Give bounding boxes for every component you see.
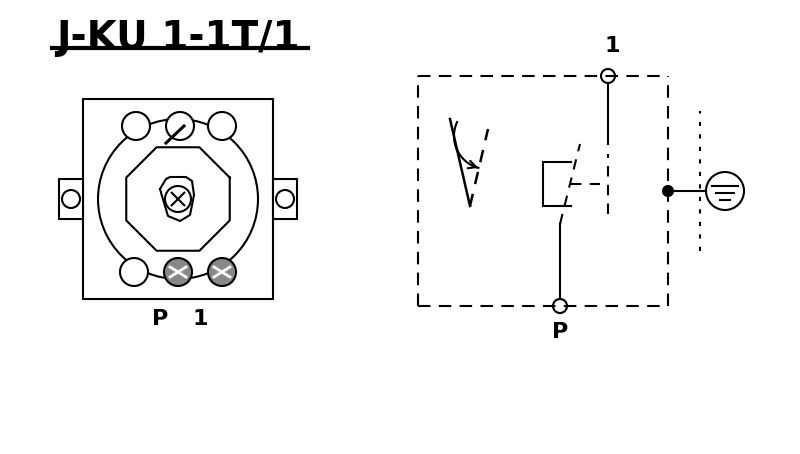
Circle shape xyxy=(208,258,236,286)
Text: 1: 1 xyxy=(192,309,208,329)
Circle shape xyxy=(601,69,615,83)
Circle shape xyxy=(62,190,80,208)
Bar xyxy=(83,99,273,299)
Text: J-KU 1-1T/1: J-KU 1-1T/1 xyxy=(56,19,300,57)
Circle shape xyxy=(276,190,294,208)
Circle shape xyxy=(164,258,192,286)
Circle shape xyxy=(663,186,673,196)
Circle shape xyxy=(122,112,150,140)
Text: 1: 1 xyxy=(604,36,620,56)
Circle shape xyxy=(553,299,567,313)
Circle shape xyxy=(98,119,258,279)
Circle shape xyxy=(706,172,744,210)
Circle shape xyxy=(208,112,236,140)
Circle shape xyxy=(165,186,191,212)
Circle shape xyxy=(166,112,194,140)
Text: P: P xyxy=(552,322,568,342)
Bar xyxy=(273,179,297,219)
Bar xyxy=(59,179,83,219)
Text: P: P xyxy=(152,309,168,329)
Circle shape xyxy=(120,258,148,286)
